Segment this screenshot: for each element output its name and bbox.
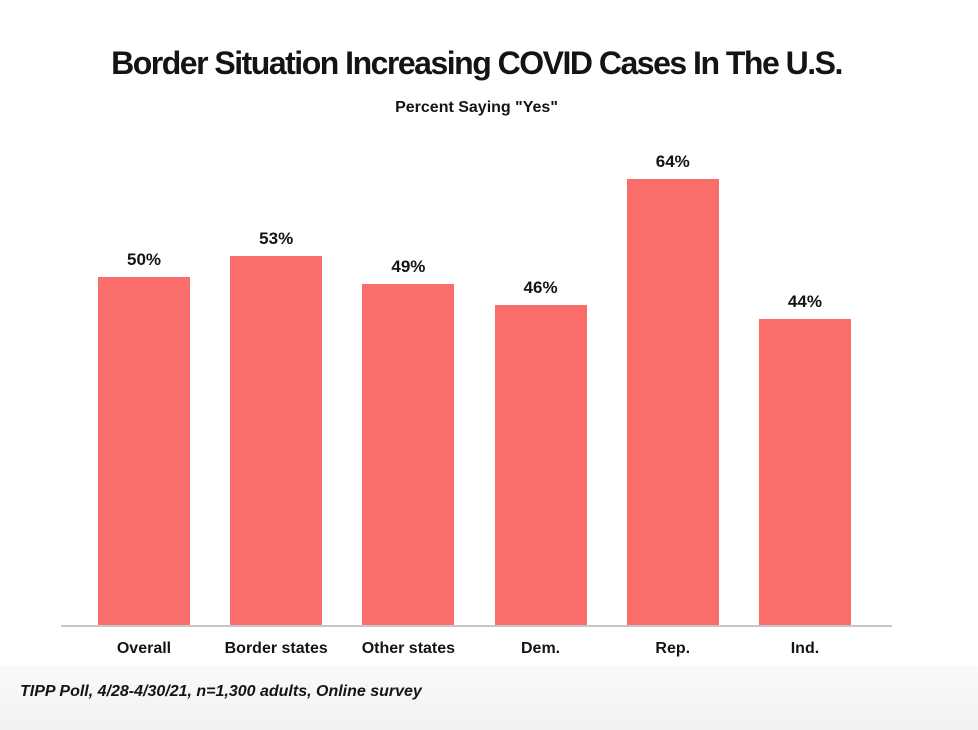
bar-group-overall: 50% xyxy=(98,251,190,626)
category-label-ind: Ind. xyxy=(790,640,820,657)
chart-title: Border Situation Increasing COVID Cases … xyxy=(111,45,843,81)
bar xyxy=(758,319,851,626)
bar-group-border-states: 53% xyxy=(230,229,323,626)
bar xyxy=(362,284,455,626)
category-label-dem: Dem. xyxy=(521,640,561,657)
category-label-overall: Overall xyxy=(116,640,172,657)
category-label-rep: Rep. xyxy=(655,640,691,657)
bar-value-label: 44% xyxy=(787,292,822,312)
bar xyxy=(626,179,719,626)
bar xyxy=(98,277,190,626)
bar-value-label: 64% xyxy=(655,152,690,172)
bar-value-label: 53% xyxy=(259,229,294,249)
chart-subtitle: Percent Saying "Yes" xyxy=(395,99,558,116)
bar xyxy=(230,256,323,626)
bar-group-other-states: 49% xyxy=(362,257,455,626)
bar-value-label: 46% xyxy=(523,278,558,298)
page-bottom-band xyxy=(0,666,978,730)
category-label-border-states: Border states xyxy=(224,640,328,657)
x-axis-line xyxy=(61,625,892,627)
category-labels-row: Overall Border states Other states Dem. Rep.… xyxy=(98,641,851,657)
bar-group-dem: 46% xyxy=(494,278,587,626)
bar-value-label: 49% xyxy=(391,257,426,277)
bar-group-rep: 64% xyxy=(626,152,719,626)
bar xyxy=(494,305,587,626)
source-note: TIPP Poll, 4/28-4/30/21, n=1,300 adults,… xyxy=(20,683,422,700)
bar-value-label: 50% xyxy=(126,250,162,270)
category-label-other-states: Other states xyxy=(361,640,456,657)
bars-row: 50% 53% 49% 46% 64% 44% xyxy=(98,153,851,626)
bar-group-ind: 44% xyxy=(758,292,851,626)
